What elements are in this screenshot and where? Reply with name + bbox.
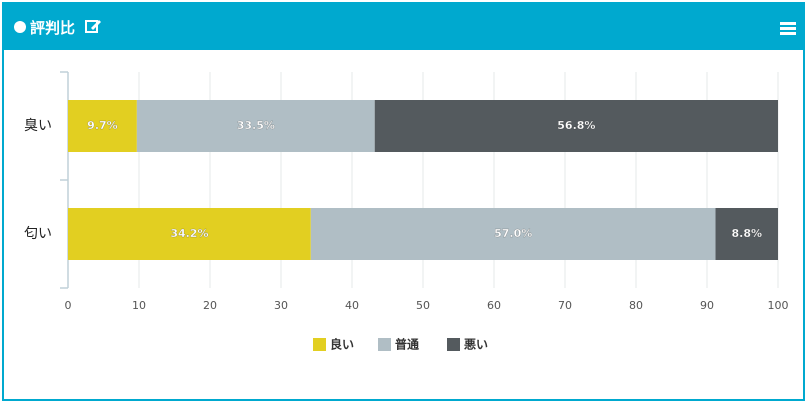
value-label: 57.0% [494,227,532,240]
panel: 評判比 [2,2,805,401]
legend-label: 良い [330,337,354,352]
x-tick-label: 100 [768,299,789,312]
bar-segment [136,100,375,152]
edit-icon[interactable] [84,17,102,35]
panel-title: 評判比 [30,19,76,37]
legend-swatch [447,338,460,351]
x-tick-label: 60 [487,299,501,312]
bar-segment [68,100,137,152]
legend-label: 悪い [464,338,488,352]
value-label: 34.2% [170,227,208,240]
value-label: 8.8% [732,227,763,240]
bar-segment [715,208,778,260]
value-label: 33.5% [237,119,275,132]
x-tick-label: 10 [132,299,146,312]
x-tick-label: 80 [629,299,643,312]
y-tick-label: 匂い [24,226,52,242]
x-tick-label: 20 [203,299,217,312]
y-tick-label: 臭い [24,118,52,134]
dot-icon [14,21,26,33]
value-label: 56.8% [557,119,595,132]
menu-icon[interactable] [780,22,796,36]
value-label: 9.7% [87,119,118,132]
x-tick-label: 40 [345,299,359,312]
legend-swatch [313,338,326,351]
x-tick-label: 0 [65,299,72,312]
panel-header: 評判比 [4,4,803,50]
x-tick-label: 70 [558,299,572,312]
bar-segment [374,100,778,152]
legend-swatch [378,338,391,351]
x-tick-label: 50 [416,299,430,312]
bar-segment [68,208,311,260]
legend-label: 普通 [395,337,419,352]
bar-segment [310,208,716,260]
x-tick-label: 30 [274,299,288,312]
x-tick-label: 90 [700,299,714,312]
